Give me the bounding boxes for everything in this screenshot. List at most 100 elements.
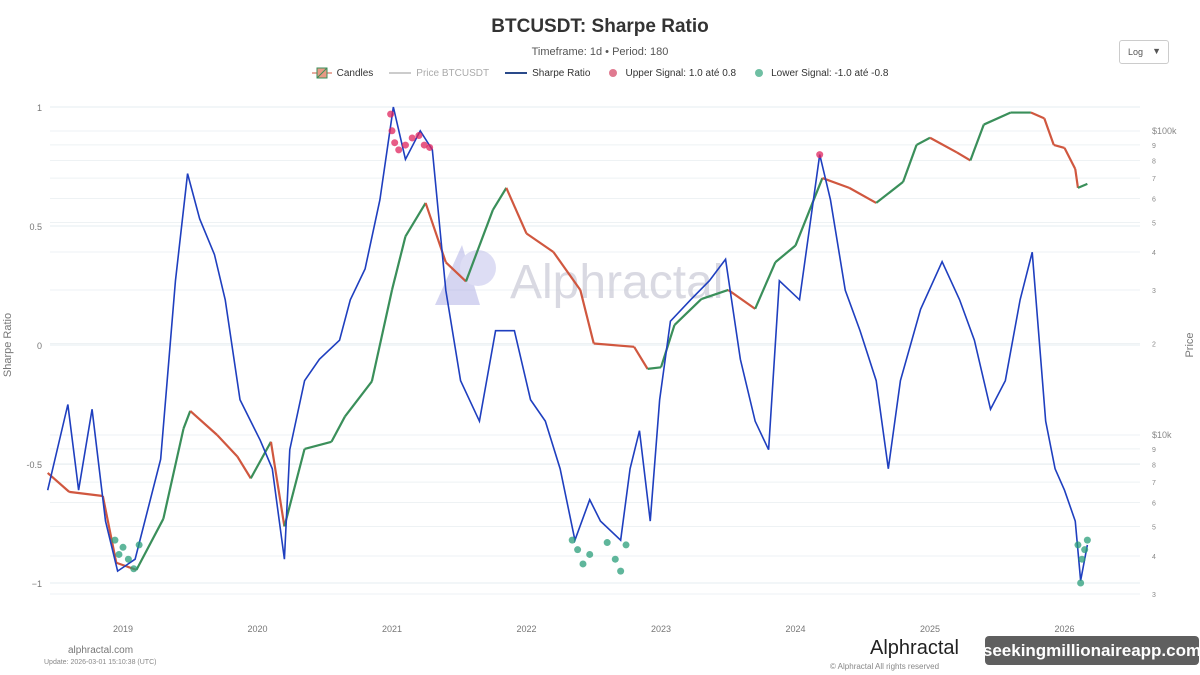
upper-signal-point [395, 146, 403, 154]
candle-segment [69, 490, 103, 498]
candle-segment [390, 236, 407, 291]
candle-segment [464, 209, 494, 282]
site-link[interactable]: alphractal.com [68, 645, 134, 656]
scale-select-value: Log [1128, 47, 1144, 57]
candle-segment [673, 298, 703, 326]
lower-signal-point [135, 541, 143, 549]
y2-tick-label: 7 [1152, 176, 1156, 183]
candle-segment [304, 440, 332, 450]
lower-signal-point [622, 541, 630, 549]
x-tick-label: 2021 [382, 624, 402, 634]
legend-candles[interactable]: Candles [311, 67, 374, 79]
dot-icon [609, 69, 618, 77]
candle-segment [344, 380, 373, 418]
lower-signal-point [124, 555, 132, 563]
chart-title: BTCUSDT: Sharpe Ratio [491, 16, 709, 37]
line-icon [389, 72, 412, 74]
candle-segment [182, 410, 192, 429]
x-tick-label: 2024 [785, 624, 805, 634]
candle-segment [1063, 147, 1077, 170]
candle-segment [1030, 111, 1045, 120]
candle-segment [956, 151, 971, 162]
candle-segment [727, 289, 756, 310]
y2-tick-label: 3 [1152, 288, 1156, 295]
upper-signal-point [420, 141, 428, 149]
upper-signal-point [408, 134, 416, 142]
x-tick-label: 2020 [247, 624, 267, 634]
candle-segment [983, 111, 1012, 126]
copyright: © Alphractal All rights reserved [830, 662, 940, 671]
upper-signal-point [401, 141, 409, 149]
lower-signal-point [603, 539, 611, 547]
candle-segment [700, 288, 729, 301]
signal-points [111, 110, 1091, 587]
sharpe-ratio-line [46, 106, 1089, 581]
x-axis: 2019 2020 2021 2022 2023 2024 2025 2026 [113, 624, 1075, 634]
chart-subtitle: Timeframe: 1d • Period: 180 [531, 46, 669, 58]
candle-segment [774, 244, 797, 264]
scale-select[interactable]: Log ▼ [1119, 40, 1169, 64]
candle-segment [552, 251, 582, 291]
lower-signal-point [115, 550, 123, 558]
y2-tick-label: 7 [1152, 480, 1156, 487]
legend-label: Candles [336, 67, 374, 79]
lower-signal-point [119, 543, 127, 551]
dot-icon [755, 69, 764, 77]
x-tick-label: 2026 [1054, 624, 1074, 634]
y-tick-label: 1 [37, 103, 42, 113]
candle-segment [929, 136, 958, 154]
lower-signal-point [1078, 555, 1086, 563]
y2-tick-label: 9 [1152, 143, 1156, 150]
upper-signal-point [388, 127, 396, 135]
grid [50, 106, 1140, 595]
lower-signal-point [586, 550, 594, 558]
legend-price[interactable]: Price BTCUSDT [389, 68, 489, 79]
legend-lower-signal[interactable]: Lower Signal: -1.0 até -0.8 [752, 68, 888, 79]
candles-series [46, 111, 1088, 571]
y2-axis-title: Price [1184, 332, 1196, 357]
candle-segment [1053, 143, 1065, 149]
candle-segment [370, 289, 394, 382]
legend-upper-signal[interactable]: Upper Signal: 1.0 até 0.8 [606, 68, 736, 79]
candle-segment [902, 144, 918, 183]
lower-signal-point [1083, 536, 1091, 544]
legend: Candles Price BTCUSDT Sharpe Ratio Upper… [0, 67, 1200, 79]
line-icon [505, 72, 528, 74]
overlay-banner: seekingmillionaireapp.com [983, 636, 1200, 665]
candle-segment [283, 448, 306, 527]
candle-segment [1043, 118, 1055, 146]
candle-segment [579, 289, 595, 344]
candle-segment [101, 495, 118, 563]
y-axis-left: 1 0.5 0 -0.5 −1 [26, 103, 42, 589]
candle-segment [505, 187, 528, 234]
candle-segment [593, 342, 635, 348]
upper-signal-point [391, 139, 399, 147]
lower-signal-point [574, 546, 582, 554]
brand-logo: Alphractal [870, 637, 959, 659]
candle-segment [1077, 182, 1088, 189]
candle-segment [269, 441, 286, 527]
x-tick-label: 2022 [516, 624, 536, 634]
legend-sharpe[interactable]: Sharpe Ratio [505, 68, 590, 79]
candle-segment [916, 136, 931, 146]
candle-segment [236, 455, 252, 479]
y2-tick-label: 4 [1152, 554, 1156, 561]
candle-segment [633, 346, 649, 370]
lower-signal-point [111, 536, 119, 544]
legend-label: Lower Signal: -1.0 até -0.8 [771, 67, 889, 79]
candle-segment [162, 428, 185, 520]
y2-tick-label: 4 [1152, 250, 1156, 257]
upper-signal-point [426, 143, 434, 151]
lower-signal-point [1081, 546, 1089, 554]
candle-segment [491, 187, 508, 211]
lower-signal-point [568, 536, 576, 544]
update-time: Update: 2026-03-01 15:10:38 (UTC) [44, 659, 157, 666]
candle-segment [1074, 168, 1080, 189]
upper-signal-point [415, 132, 423, 140]
candle-segment [822, 177, 850, 189]
y-tick-label: -0.5 [26, 460, 42, 470]
x-tick-label: 2025 [920, 624, 940, 634]
y2-tick-label: 9 [1152, 447, 1156, 454]
chevron-down-icon: ▼ [1152, 46, 1161, 56]
